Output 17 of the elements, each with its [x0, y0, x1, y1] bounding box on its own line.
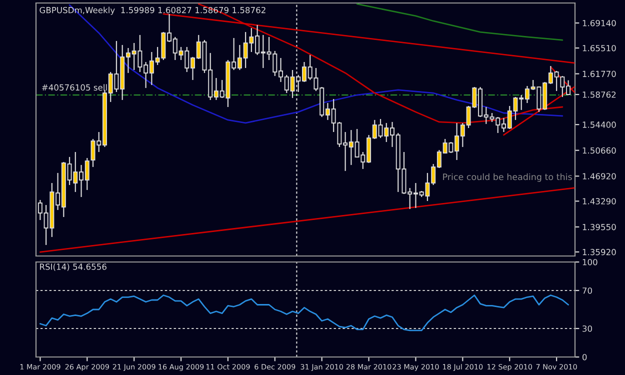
y-tick-label: 1.58762: [582, 91, 616, 98]
y-tick-label: 1.54400: [582, 122, 616, 128]
y-tick-label: 1.69140: [582, 20, 616, 26]
y-tick-label: 0: [582, 354, 587, 360]
y-tick-label: 1.61770: [582, 70, 616, 78]
y-tick-label: 1.35920: [582, 248, 616, 256]
y-tick-label: 1.50660: [582, 147, 616, 154]
chart-title: RSI(14) 54.6556: [40, 263, 106, 271]
y-tick-label: 70: [582, 287, 592, 294]
y-tick-label: 1.43290: [582, 198, 616, 204]
ref-line-label: #40576105 sell: [42, 84, 107, 91]
y-tick-label: 100: [582, 258, 598, 266]
y-tick-label: 30: [582, 325, 592, 332]
y-tick-label: 1.46920: [582, 173, 616, 180]
y-tick-label: 1.65510: [582, 44, 616, 52]
y-tick-label: 1.39550: [582, 224, 616, 230]
annotation: Price could be heading to this: [443, 173, 572, 182]
